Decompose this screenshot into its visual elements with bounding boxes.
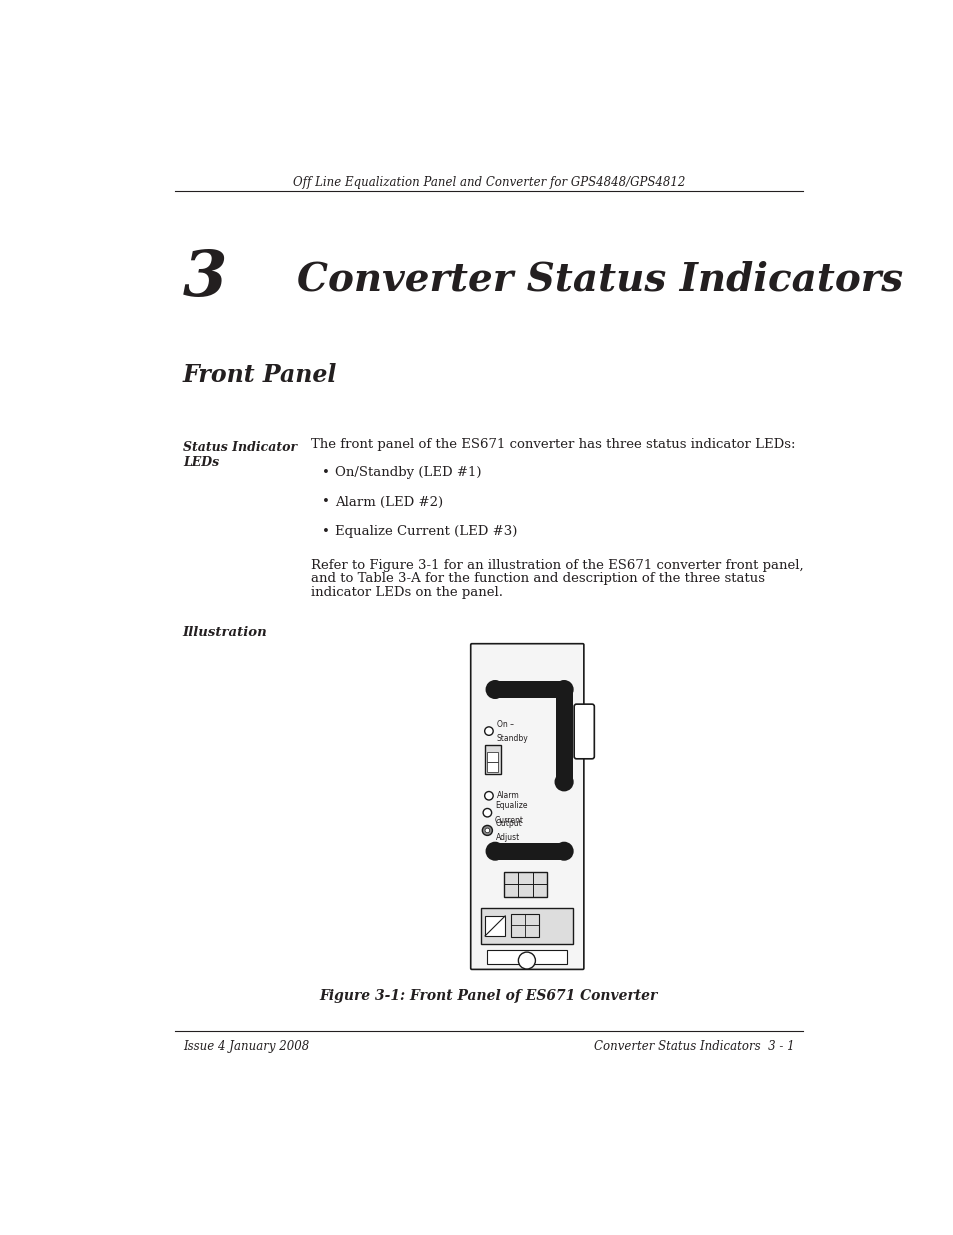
Text: Status Indicator
LEDs: Status Indicator LEDs <box>183 441 296 469</box>
Text: Alarm (LED #2): Alarm (LED #2) <box>335 495 442 509</box>
Bar <box>495 842 563 860</box>
Circle shape <box>482 809 491 816</box>
Text: Adjust: Adjust <box>496 834 519 842</box>
Circle shape <box>484 829 489 832</box>
Text: On –: On – <box>497 720 513 729</box>
Text: Illustration: Illustration <box>183 626 267 638</box>
Circle shape <box>555 680 572 698</box>
Circle shape <box>517 952 535 969</box>
Text: Converter Status Indicators  3 - 1: Converter Status Indicators 3 - 1 <box>594 1040 794 1053</box>
Text: Standby: Standby <box>497 734 528 743</box>
Text: Off Line Equalization Panel and Converter for GPS4848/GPS4812: Off Line Equalization Panel and Converte… <box>293 177 684 189</box>
Bar <box>503 872 546 897</box>
Text: •: • <box>322 525 330 537</box>
Bar <box>484 745 500 774</box>
Text: Current: Current <box>495 816 523 825</box>
Text: indicator LEDs on the panel.: indicator LEDs on the panel. <box>311 587 503 599</box>
Text: 3: 3 <box>183 248 227 310</box>
Text: Front Panel: Front Panel <box>183 363 336 388</box>
Bar <box>480 908 573 944</box>
Text: Converter Status Indicators: Converter Status Indicators <box>297 261 902 298</box>
FancyBboxPatch shape <box>470 643 583 969</box>
Bar <box>555 689 572 782</box>
Bar <box>495 680 563 698</box>
Bar <box>510 914 537 936</box>
Text: Figure 3-1: Front Panel of ES671 Converter: Figure 3-1: Front Panel of ES671 Convert… <box>319 989 658 1003</box>
FancyBboxPatch shape <box>574 704 594 758</box>
Circle shape <box>482 825 492 835</box>
Text: Output: Output <box>496 819 522 829</box>
Bar <box>484 916 505 936</box>
Text: •: • <box>322 466 330 479</box>
Text: The front panel of the ES671 converter has three status indicator LEDs:: The front panel of the ES671 converter h… <box>311 438 795 452</box>
Circle shape <box>486 842 503 860</box>
Text: Equalize: Equalize <box>495 802 527 810</box>
Circle shape <box>555 842 572 860</box>
Circle shape <box>484 792 493 800</box>
Text: and to Table 3-A for the function and description of the three status: and to Table 3-A for the function and de… <box>311 573 764 585</box>
Bar <box>487 950 567 963</box>
Bar <box>487 762 497 772</box>
Text: Alarm: Alarm <box>497 792 518 800</box>
Circle shape <box>555 773 572 790</box>
Circle shape <box>484 727 493 735</box>
Circle shape <box>486 680 503 698</box>
Text: •: • <box>322 495 330 509</box>
Bar <box>487 752 497 762</box>
Text: Refer to Figure 3-1 for an illustration of the ES671 converter front panel,: Refer to Figure 3-1 for an illustration … <box>311 558 803 572</box>
Text: On/Standby (LED #1): On/Standby (LED #1) <box>335 466 480 479</box>
Text: Issue 4 January 2008: Issue 4 January 2008 <box>183 1040 309 1053</box>
Text: Equalize Current (LED #3): Equalize Current (LED #3) <box>335 525 517 537</box>
